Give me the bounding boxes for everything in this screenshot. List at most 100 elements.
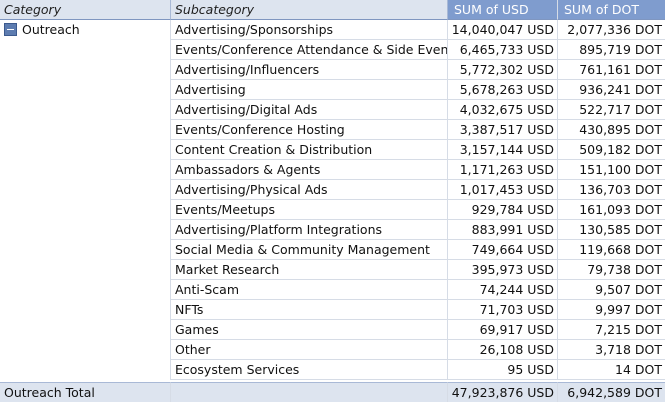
dot-cell: 136,703 DOT xyxy=(558,180,665,200)
usd-cell: 4,032,675 USD xyxy=(448,100,558,120)
category-cell-empty xyxy=(0,80,171,100)
table-row: Social Media & Community Management 749,6… xyxy=(0,240,665,260)
subcategory-cell: Market Research xyxy=(171,260,448,280)
dot-cell: 9,507 DOT xyxy=(558,280,665,300)
subcategory-cell: Other xyxy=(171,340,448,360)
category-cell-empty xyxy=(0,180,171,200)
table-row: Games 69,917 USD 7,215 DOT xyxy=(0,320,665,340)
dot-cell: 79,738 DOT xyxy=(558,260,665,280)
category-cell-empty xyxy=(0,220,171,240)
dot-cell: 895,719 DOT xyxy=(558,40,665,60)
total-label: Outreach Total xyxy=(0,382,171,402)
usd-cell: 395,973 USD xyxy=(448,260,558,280)
dot-cell: 130,585 DOT xyxy=(558,220,665,240)
usd-cell: 14,040,047 USD xyxy=(448,20,558,40)
total-usd: 47,923,876 USD xyxy=(448,382,558,402)
table-row: Anti-Scam 74,244 USD 9,507 DOT xyxy=(0,280,665,300)
collapse-icon[interactable] xyxy=(4,23,17,36)
usd-cell: 883,991 USD xyxy=(448,220,558,240)
subcategory-cell: Anti-Scam xyxy=(171,280,448,300)
usd-cell: 95 USD xyxy=(448,360,558,380)
dot-cell: 119,668 DOT xyxy=(558,240,665,260)
subcategory-cell: Ambassadors & Agents xyxy=(171,160,448,180)
table-row: Advertising/Influencers 5,772,302 USD 761,… xyxy=(0,60,665,80)
subcategory-cell: Advertising/Digital Ads xyxy=(171,100,448,120)
dot-cell: 761,161 DOT xyxy=(558,60,665,80)
dot-cell: 14 DOT xyxy=(558,360,665,380)
category-cell-empty xyxy=(0,120,171,140)
usd-cell: 1,017,453 USD xyxy=(448,180,558,200)
category-cell-empty xyxy=(0,340,171,360)
table-row: Advertising/Digital Ads 4,032,675 USD 522,… xyxy=(0,100,665,120)
subcategory-cell: Events/Conference Hosting xyxy=(171,120,448,140)
dot-cell: 509,182 DOT xyxy=(558,140,665,160)
table-row: Events/Conference Attendance & Side Even… xyxy=(0,40,665,60)
dot-cell: 161,093 DOT xyxy=(558,200,665,220)
category-cell-empty xyxy=(0,60,171,80)
usd-cell: 5,772,302 USD xyxy=(448,60,558,80)
table-row: Ecosystem Services 95 USD 14 DOT xyxy=(0,360,665,380)
usd-cell: 69,917 USD xyxy=(448,320,558,340)
usd-cell: 3,157,144 USD xyxy=(448,140,558,160)
table-row: Advertising/Physical Ads 1,017,453 USD 136… xyxy=(0,180,665,200)
dot-cell: 430,895 DOT xyxy=(558,120,665,140)
category-cell-empty xyxy=(0,140,171,160)
table-row: Advertising/Platform Integrations 883,991… xyxy=(0,220,665,240)
category-cell-empty xyxy=(0,320,171,340)
subcategory-cell: Social Media & Community Management xyxy=(171,240,448,260)
total-dot: 6,942,589 DOT xyxy=(558,382,665,402)
header-sum-usd[interactable]: SUM of USD xyxy=(448,0,558,20)
usd-cell: 6,465,733 USD xyxy=(448,40,558,60)
category-cell-empty xyxy=(0,280,171,300)
table-row: Events/Conference Hosting 3,387,517 USD 43… xyxy=(0,120,665,140)
dot-cell: 3,718 DOT xyxy=(558,340,665,360)
table-row: Outreach Advertising/Sponsorships 14,040,0… xyxy=(0,20,665,40)
dot-cell: 151,100 DOT xyxy=(558,160,665,180)
dot-cell: 936,241 DOT xyxy=(558,80,665,100)
total-subcategory-empty xyxy=(171,382,448,402)
category-cell: Outreach xyxy=(0,20,171,40)
subcategory-cell: Advertising/Physical Ads xyxy=(171,180,448,200)
subcategory-cell: Advertising xyxy=(171,80,448,100)
category-cell-empty xyxy=(0,100,171,120)
category-cell-empty xyxy=(0,40,171,60)
subcategory-cell: Events/Meetups xyxy=(171,200,448,220)
usd-cell: 1,171,263 USD xyxy=(448,160,558,180)
dot-cell: 522,717 DOT xyxy=(558,100,665,120)
subcategory-cell: Ecosystem Services xyxy=(171,360,448,380)
table-row: Market Research 395,973 USD 79,738 DOT xyxy=(0,260,665,280)
subcategory-cell: Advertising/Platform Integrations xyxy=(171,220,448,240)
table-row: Events/Meetups 929,784 USD 161,093 DOT xyxy=(0,200,665,220)
subcategory-cell: Events/Conference Attendance & Side Even… xyxy=(171,40,448,60)
category-label: Outreach xyxy=(22,22,80,37)
usd-cell: 929,784 USD xyxy=(448,200,558,220)
usd-cell: 749,664 USD xyxy=(448,240,558,260)
subcategory-cell: Content Creation & Distribution xyxy=(171,140,448,160)
category-cell-empty xyxy=(0,200,171,220)
usd-cell: 71,703 USD xyxy=(448,300,558,320)
total-row: Outreach Total 47,923,876 USD 6,942,589 … xyxy=(0,382,665,402)
subcategory-cell: Games xyxy=(171,320,448,340)
category-cell-empty xyxy=(0,360,171,380)
usd-cell: 3,387,517 USD xyxy=(448,120,558,140)
category-cell-empty xyxy=(0,160,171,180)
dot-cell: 9,997 DOT xyxy=(558,300,665,320)
dot-cell: 2,077,336 DOT xyxy=(558,20,665,40)
subcategory-cell: NFTs xyxy=(171,300,448,320)
category-cell-empty xyxy=(0,260,171,280)
table-row: Other 26,108 USD 3,718 DOT xyxy=(0,340,665,360)
table-row: Content Creation & Distribution 3,157,144… xyxy=(0,140,665,160)
header-category[interactable]: Category xyxy=(0,0,171,20)
category-cell-empty xyxy=(0,240,171,260)
usd-cell: 5,678,263 USD xyxy=(448,80,558,100)
usd-cell: 74,244 USD xyxy=(448,280,558,300)
dot-cell: 7,215 DOT xyxy=(558,320,665,340)
header-sum-dot[interactable]: SUM of DOT xyxy=(558,0,665,20)
header-subcategory[interactable]: Subcategory xyxy=(171,0,448,20)
subcategory-cell: Advertising/Influencers xyxy=(171,60,448,80)
table-row: NFTs 71,703 USD 9,997 DOT xyxy=(0,300,665,320)
usd-cell: 26,108 USD xyxy=(448,340,558,360)
table-row: Advertising 5,678,263 USD 936,241 DOT xyxy=(0,80,665,100)
category-cell-empty xyxy=(0,300,171,320)
